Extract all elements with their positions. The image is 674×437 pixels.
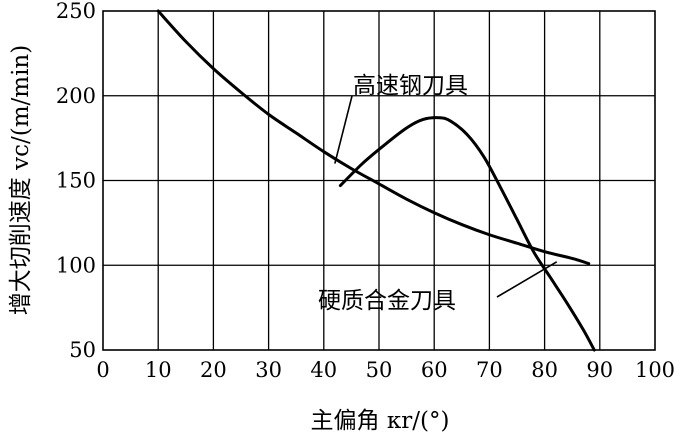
x-axis-label: 主偏角 κr/(°) [311,408,450,434]
x-tick-label: 100 [635,358,674,382]
y-tick-label: 150 [56,169,96,193]
leader-carbide [496,261,558,298]
plot-frame [102,10,656,351]
axes [102,10,656,351]
x-tick-label: 30 [255,358,282,382]
y-tick-label: 250 [56,0,96,23]
y-tick-labels: 50 100 150 200 250 [56,0,96,362]
y-tick-label: 200 [56,84,96,108]
leader-hss [334,95,353,164]
annotation-hss: 高速钢刀具 [353,73,468,99]
series-lines [156,9,596,352]
x-tick-label: 80 [531,358,558,382]
series-hss-line [156,9,591,266]
x-tick-label: 50 [366,358,393,382]
x-tick-label: 10 [145,358,172,382]
annotation-carbide: 硬质合金刀具 [318,288,456,314]
y-axis-label: 增大切削速度 vc/(m/min) [8,45,34,315]
x-tick-labels: 0 10 20 30 40 50 60 70 80 90 100 [96,358,674,382]
x-tick-label: 40 [310,358,337,382]
x-tick-label: 0 [96,358,109,382]
y-tick-label: 50 [69,338,96,362]
x-tick-label: 90 [586,358,613,382]
x-tick-label: 70 [476,358,503,382]
y-tick-label: 100 [56,253,96,277]
series-carbide-line [338,116,596,352]
annotation-leaders [334,95,558,298]
x-tick-label: 20 [200,358,227,382]
x-tick-label: 60 [421,358,448,382]
